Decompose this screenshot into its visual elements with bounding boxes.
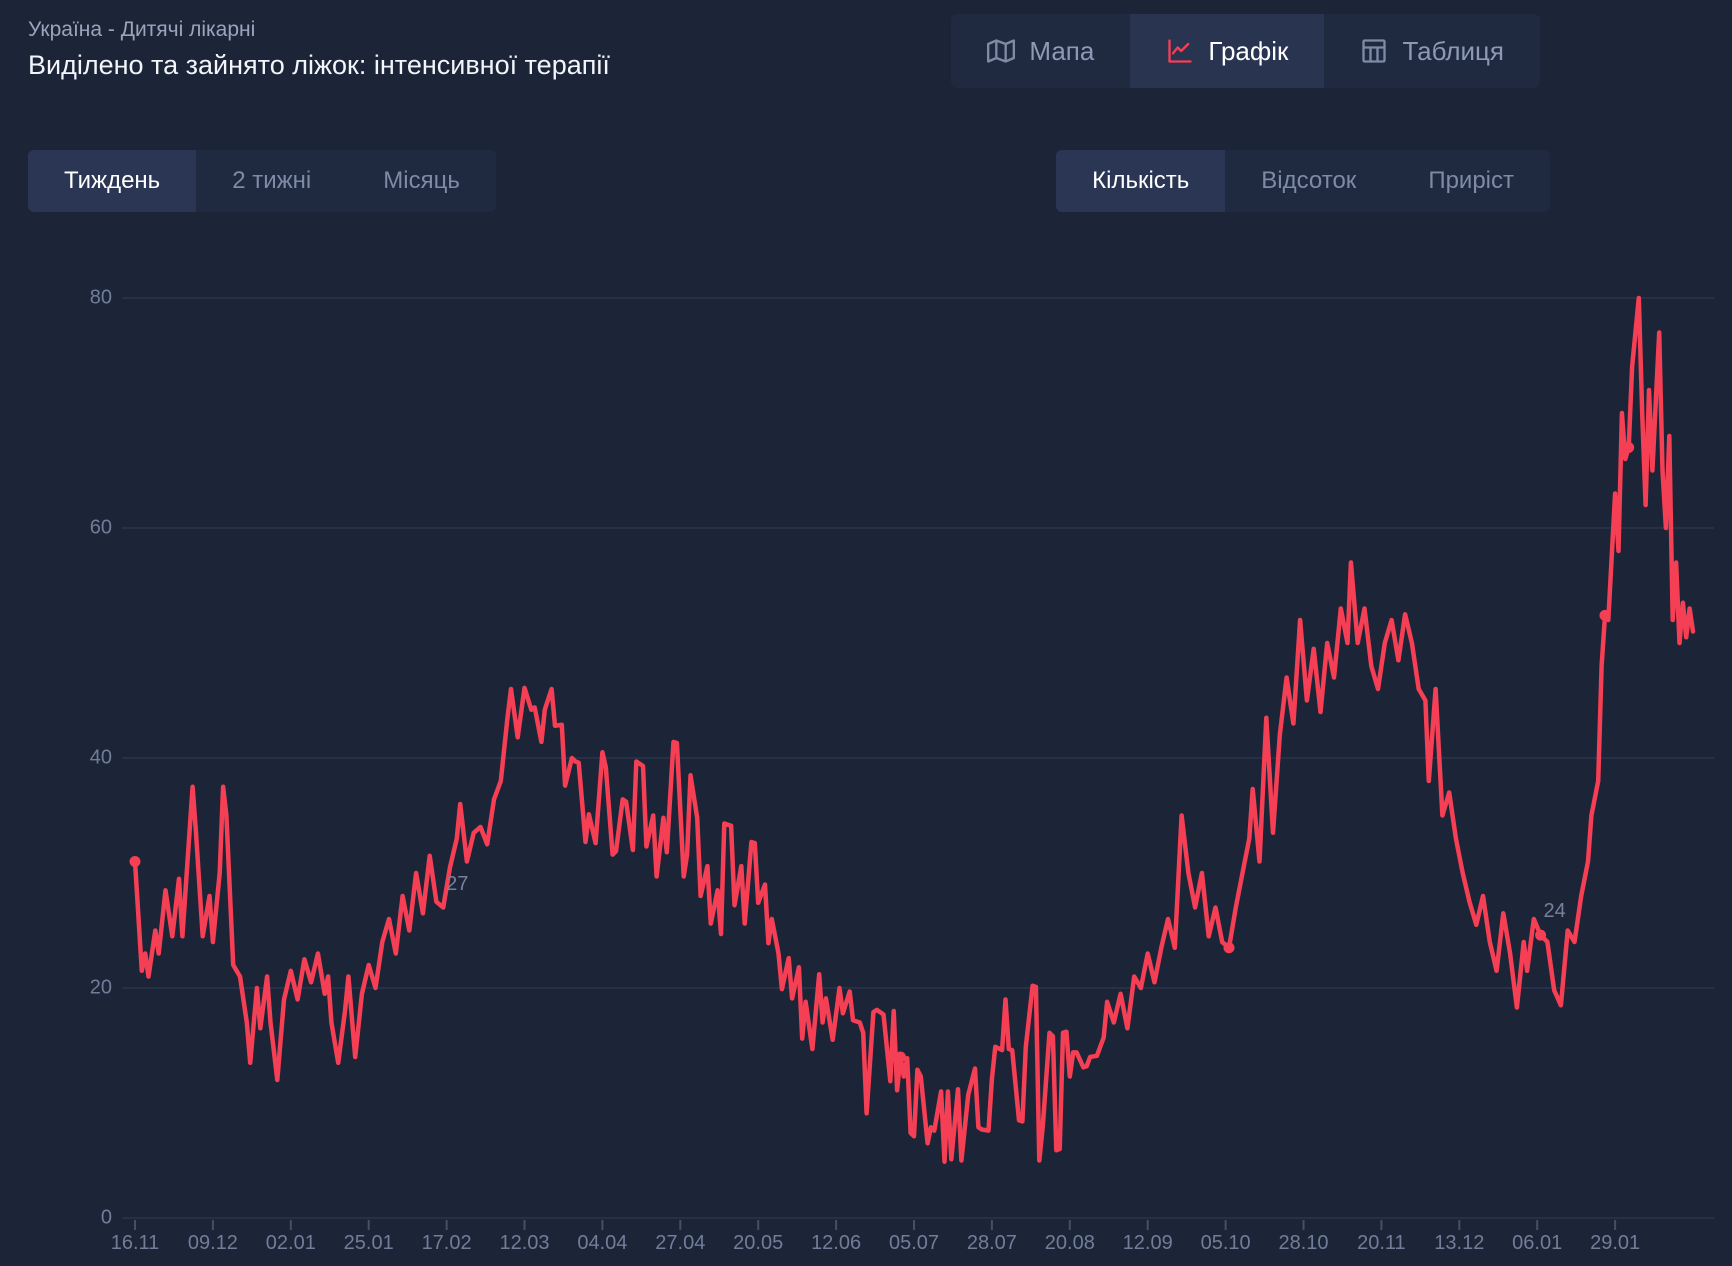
tab-chart[interactable]: Графік (1130, 14, 1325, 88)
data-point-marker (1599, 609, 1611, 621)
tab-chart-label: Графік (1208, 35, 1289, 66)
x-axis-tick-label: 16.11 (110, 1232, 160, 1254)
table-icon (1360, 37, 1388, 65)
x-axis-tick-label: 28.10 (1278, 1232, 1329, 1254)
x-axis-tick-label: 05.10 (1200, 1232, 1251, 1254)
tab-map-label: Мапа (1029, 35, 1095, 66)
tab-table-label: Таблиця (1402, 35, 1504, 66)
line-chart-icon (1166, 37, 1194, 65)
x-axis-tick-label: 12.09 (1122, 1232, 1173, 1254)
x-axis-tick-label: 05.07 (888, 1232, 940, 1254)
y-axis-tick-label: 80 (89, 286, 112, 309)
metric-count-button[interactable]: Кількість (1056, 150, 1226, 212)
x-axis-tick-label: 04.04 (577, 1232, 628, 1254)
tab-map[interactable]: Мапа (951, 14, 1131, 88)
range-week-button[interactable]: Тиждень (28, 150, 197, 212)
x-axis-tick-label: 17.02 (421, 1232, 472, 1254)
y-axis-tick-label: 60 (89, 516, 112, 539)
page-title: Виділено та зайнято ліжок: інтенсивної т… (28, 50, 610, 80)
point-value-label: 24 (1543, 900, 1566, 923)
y-axis-tick-label: 20 (89, 976, 112, 999)
metric-percent-button[interactable]: Відсоток (1225, 150, 1393, 212)
x-axis-tick-label: 09.12 (187, 1232, 238, 1254)
data-point-marker (1223, 942, 1235, 954)
data-point-marker (129, 856, 141, 867)
x-axis-tick-label: 28.07 (966, 1232, 1017, 1254)
y-axis-tick-label: 0 (100, 1206, 112, 1229)
metric-growth-button[interactable]: Приріст (1392, 150, 1550, 212)
x-axis-tick-label: 06.01 (1512, 1232, 1563, 1254)
y-axis-tick-label: 40 (89, 746, 112, 769)
data-point-marker (894, 1051, 906, 1063)
tab-table[interactable]: Таблиця (1324, 14, 1540, 88)
breadcrumb: Україна - Дитячі лікарні (28, 18, 256, 41)
range-toggle: Тиждень 2 тижні Місяць (28, 150, 496, 212)
range-month-button[interactable]: Місяць (347, 150, 496, 212)
x-axis-tick-label: 12.03 (499, 1232, 550, 1254)
view-tabs: Мапа Графік Таблиця (951, 14, 1540, 88)
x-axis-tick-label: 13.12 (1434, 1232, 1485, 1254)
point-value-label: 27 (446, 872, 469, 895)
x-axis-tick-label: 20.05 (733, 1232, 784, 1254)
x-axis-tick-label: 20.11 (1357, 1232, 1406, 1254)
data-point-marker (1535, 929, 1547, 941)
map-icon (987, 37, 1016, 65)
series-line (132, 295, 1696, 1164)
x-axis-tick-label: 02.01 (265, 1232, 316, 1254)
x-axis-tick-label: 12.06 (811, 1232, 862, 1254)
metric-toggle: Кількість Відсоток Приріст (1056, 150, 1550, 212)
x-axis-tick-label: 25.01 (343, 1232, 394, 1254)
x-axis-tick-label: 20.08 (1044, 1232, 1095, 1254)
range-2weeks-button[interactable]: 2 тижні (196, 150, 348, 212)
data-point-marker (1623, 442, 1635, 453)
x-axis-tick-label: 27.04 (655, 1232, 706, 1254)
x-axis-tick-label: 29.01 (1590, 1232, 1641, 1254)
